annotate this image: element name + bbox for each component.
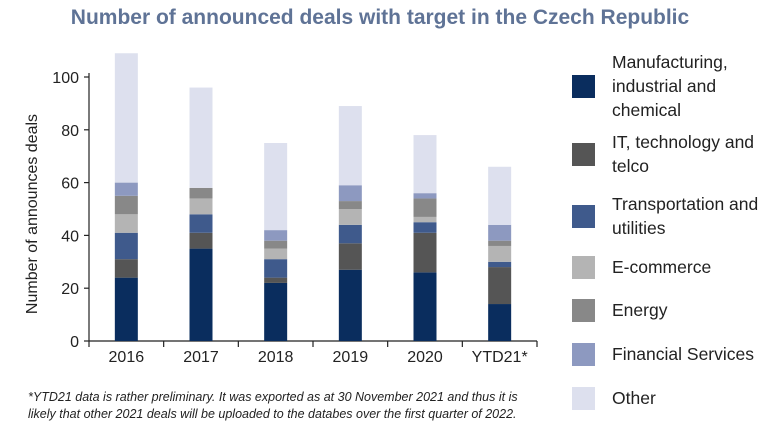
legend-label: Energy bbox=[612, 300, 668, 320]
legend-label: Other bbox=[612, 388, 656, 408]
bar-segment bbox=[264, 143, 288, 231]
y-tick-label: 40 bbox=[61, 228, 79, 245]
x-tick-label: 2016 bbox=[109, 349, 145, 366]
bar-segment bbox=[488, 245, 512, 262]
x-tick-label: 2019 bbox=[333, 349, 369, 366]
legend-item: E-commerce bbox=[572, 255, 760, 279]
bar-segment bbox=[338, 224, 362, 244]
legend-label: Financial Services bbox=[612, 344, 754, 364]
bar-segment bbox=[189, 232, 213, 249]
bar-segment bbox=[488, 224, 512, 241]
bar-segment bbox=[413, 216, 437, 223]
bar-stacks bbox=[114, 53, 512, 341]
axes: 0 20 40 60 80 100 2016 2017 2018 2019 2020 YTD21* bbox=[52, 70, 538, 366]
bar-segment bbox=[413, 198, 437, 217]
bar-segment bbox=[114, 232, 138, 260]
bar-stack-2016 bbox=[114, 53, 138, 341]
legend-label: Transportation and utilities bbox=[612, 194, 759, 238]
y-axis-label: Number of announces deals bbox=[24, 114, 41, 314]
x-tick-label: 2018 bbox=[258, 349, 294, 366]
legend-item: Energy bbox=[572, 298, 760, 322]
bar-segment bbox=[338, 269, 362, 341]
bar-segment bbox=[264, 282, 288, 341]
y-tick-label: 80 bbox=[61, 123, 79, 140]
bar-segment bbox=[264, 248, 288, 260]
legend-item: IT, technology and telco bbox=[572, 130, 760, 178]
legend-label: IT, technology and telco bbox=[612, 132, 755, 176]
bar-segment bbox=[264, 259, 288, 278]
bar-segment bbox=[488, 267, 512, 305]
bar-segment bbox=[488, 240, 512, 246]
bar-segment bbox=[114, 182, 138, 196]
legend-swatch bbox=[572, 255, 595, 279]
bar-segment bbox=[114, 259, 138, 278]
bar-segment bbox=[264, 230, 288, 241]
chart-title: Number of announced deals with target in… bbox=[70, 6, 690, 29]
bar-segment bbox=[189, 248, 213, 341]
bar-segment bbox=[114, 195, 138, 215]
bar-stack-2019 bbox=[338, 106, 362, 341]
y-tick-label: 60 bbox=[61, 176, 79, 193]
y-tick-label: 20 bbox=[61, 281, 79, 298]
bar-segment bbox=[413, 193, 437, 199]
bar-segment bbox=[189, 214, 213, 233]
legend-label: Manufacturing, industrial and chemical bbox=[612, 52, 728, 120]
x-tick-label: 2020 bbox=[407, 349, 443, 366]
legend-item: Manufacturing, industrial and chemical bbox=[572, 50, 760, 122]
bar-segment bbox=[189, 87, 213, 188]
bar-stack-2018 bbox=[264, 143, 288, 341]
x-tick-label: YTD21* bbox=[472, 349, 528, 366]
bar-segment bbox=[338, 243, 362, 270]
bar-segment bbox=[114, 277, 138, 341]
footnote: *YTD21 data is rather preliminary. It wa… bbox=[28, 390, 518, 421]
bar-segment bbox=[413, 232, 437, 273]
bar-segment bbox=[488, 261, 512, 268]
bar-segment bbox=[338, 106, 362, 186]
bar-segment bbox=[189, 198, 213, 215]
bar-segment bbox=[114, 214, 138, 233]
legend-swatch bbox=[572, 74, 595, 98]
bar-stack-2020 bbox=[413, 135, 437, 341]
x-tick-label: 2017 bbox=[183, 349, 219, 366]
bar-segment bbox=[488, 166, 512, 225]
legend-item: Transportation and utilities bbox=[572, 192, 760, 240]
bar-segment bbox=[338, 185, 362, 202]
legend-swatch bbox=[572, 142, 595, 166]
legend-swatch bbox=[572, 386, 595, 410]
bar-segment bbox=[264, 240, 288, 249]
bar-segment bbox=[264, 277, 288, 283]
bar-segment bbox=[413, 222, 437, 233]
legend-label: E-commerce bbox=[612, 257, 712, 277]
bar-segment bbox=[338, 209, 362, 225]
bar-segment bbox=[413, 272, 437, 341]
legend-swatch bbox=[572, 204, 595, 228]
bar-segment bbox=[114, 53, 138, 183]
y-tick-label: 100 bbox=[52, 70, 79, 87]
legend-item: Other bbox=[572, 386, 760, 410]
legend-swatch bbox=[572, 298, 595, 322]
bar-segment bbox=[488, 304, 512, 341]
bar-stack-ytd21 bbox=[488, 166, 512, 341]
legend-item: Financial Services bbox=[572, 342, 760, 366]
y-tick-label: 0 bbox=[70, 334, 79, 351]
stacked-bar-chart: 0 20 40 60 80 100 2016 2017 2018 2019 2020 YTD21* N… bbox=[24, 53, 538, 366]
bar-segment bbox=[338, 201, 362, 209]
bar-stack-2017 bbox=[189, 87, 213, 341]
legend-swatch bbox=[572, 342, 595, 366]
bar-segment bbox=[189, 187, 213, 199]
bar-segment bbox=[413, 135, 437, 194]
